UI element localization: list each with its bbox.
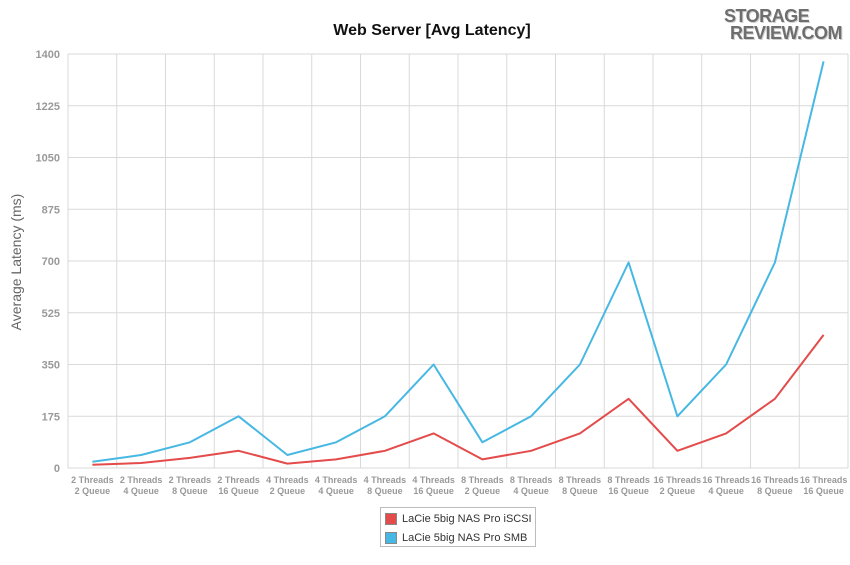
- y-tick-labels: 0 175 350 525 700 875 1050 1225 1400: [36, 49, 60, 475]
- y-tick-label: 700: [42, 256, 60, 268]
- x-tick-label: 4 Threads: [412, 475, 455, 485]
- y-axis-label: Average Latency (ms): [8, 194, 24, 331]
- x-tick-label: 16 Threads: [654, 475, 702, 485]
- x-tick-label: 4 Threads: [266, 475, 309, 485]
- x-tick-label: 8 Queue: [172, 486, 208, 496]
- y-tick-label: 525: [42, 308, 60, 320]
- x-tick-label: 4 Queue: [318, 486, 354, 496]
- legend-swatch-smb: [385, 531, 397, 544]
- x-tick-label: 2 Threads: [71, 475, 114, 485]
- x-tick-label: 8 Queue: [757, 486, 793, 496]
- x-tick-label: 2 Threads: [217, 475, 260, 485]
- x-tick-label: 2 Queue: [465, 486, 501, 496]
- x-tick-label: 16 Threads: [800, 475, 848, 485]
- x-tick-label: 4 Threads: [315, 475, 358, 485]
- x-tick-label: 8 Queue: [367, 486, 403, 496]
- x-tick-label: 2 Threads: [120, 475, 163, 485]
- x-tick-label: 16 Threads: [702, 475, 750, 485]
- x-tick-label: 4 Queue: [708, 486, 744, 496]
- legend-item-iscsi: LaCie 5big NAS Pro iSCSI: [381, 510, 535, 527]
- y-tick-label: 1400: [36, 49, 60, 61]
- legend-label-smb: LaCie 5big NAS Pro SMB: [402, 531, 528, 544]
- series-layer: [92, 61, 825, 466]
- chart-title: Web Server [Avg Latency]: [333, 22, 530, 39]
- x-tick-label: 16 Queue: [803, 486, 844, 496]
- x-tick-label: 4 Threads: [364, 475, 407, 485]
- x-tick-label: 2 Threads: [169, 475, 212, 485]
- x-tick-label: 2 Queue: [270, 486, 306, 496]
- x-tick-label: 4 Queue: [123, 486, 159, 496]
- y-tick-label: 875: [42, 204, 60, 216]
- series-line-smb: [92, 61, 825, 463]
- grid: [67, 53, 849, 469]
- logo-line-2: REVIEW.COM: [730, 23, 843, 43]
- series-line-iscsi: [92, 334, 825, 466]
- x-tick-label: 16 Queue: [218, 486, 259, 496]
- x-tick-label: 8 Threads: [461, 475, 504, 485]
- x-tick-label: 4 Queue: [513, 486, 549, 496]
- x-tick-label: 16 Queue: [413, 486, 454, 496]
- y-tick-label: 0: [54, 463, 60, 475]
- legend-swatch-iscsi: [385, 512, 397, 525]
- x-tick-label: 2 Queue: [660, 486, 696, 496]
- logo-line-1: STORAGE: [724, 6, 810, 26]
- x-tick-label: 2 Queue: [75, 486, 111, 496]
- x-tick-label: 16 Threads: [751, 475, 799, 485]
- legend: LaCie 5big NAS Pro iSCSI LaCie 5big NAS …: [380, 507, 536, 547]
- y-tick-label: 350: [42, 360, 60, 372]
- x-tick-label: 8 Threads: [607, 475, 650, 485]
- y-tick-label: 1050: [36, 153, 60, 165]
- x-tick-label: 8 Threads: [510, 475, 553, 485]
- x-tick-label: 8 Queue: [562, 486, 598, 496]
- y-tick-label: 175: [42, 411, 60, 423]
- legend-label-iscsi: LaCie 5big NAS Pro iSCSI: [402, 512, 532, 525]
- storagereview-logo: STORAGE REVIEW.COM: [724, 6, 843, 46]
- x-tick-label: 16 Queue: [608, 486, 649, 496]
- y-tick-label: 1225: [36, 101, 60, 113]
- legend-item-smb: LaCie 5big NAS Pro SMB: [381, 529, 535, 546]
- x-tick-label: 8 Threads: [559, 475, 602, 485]
